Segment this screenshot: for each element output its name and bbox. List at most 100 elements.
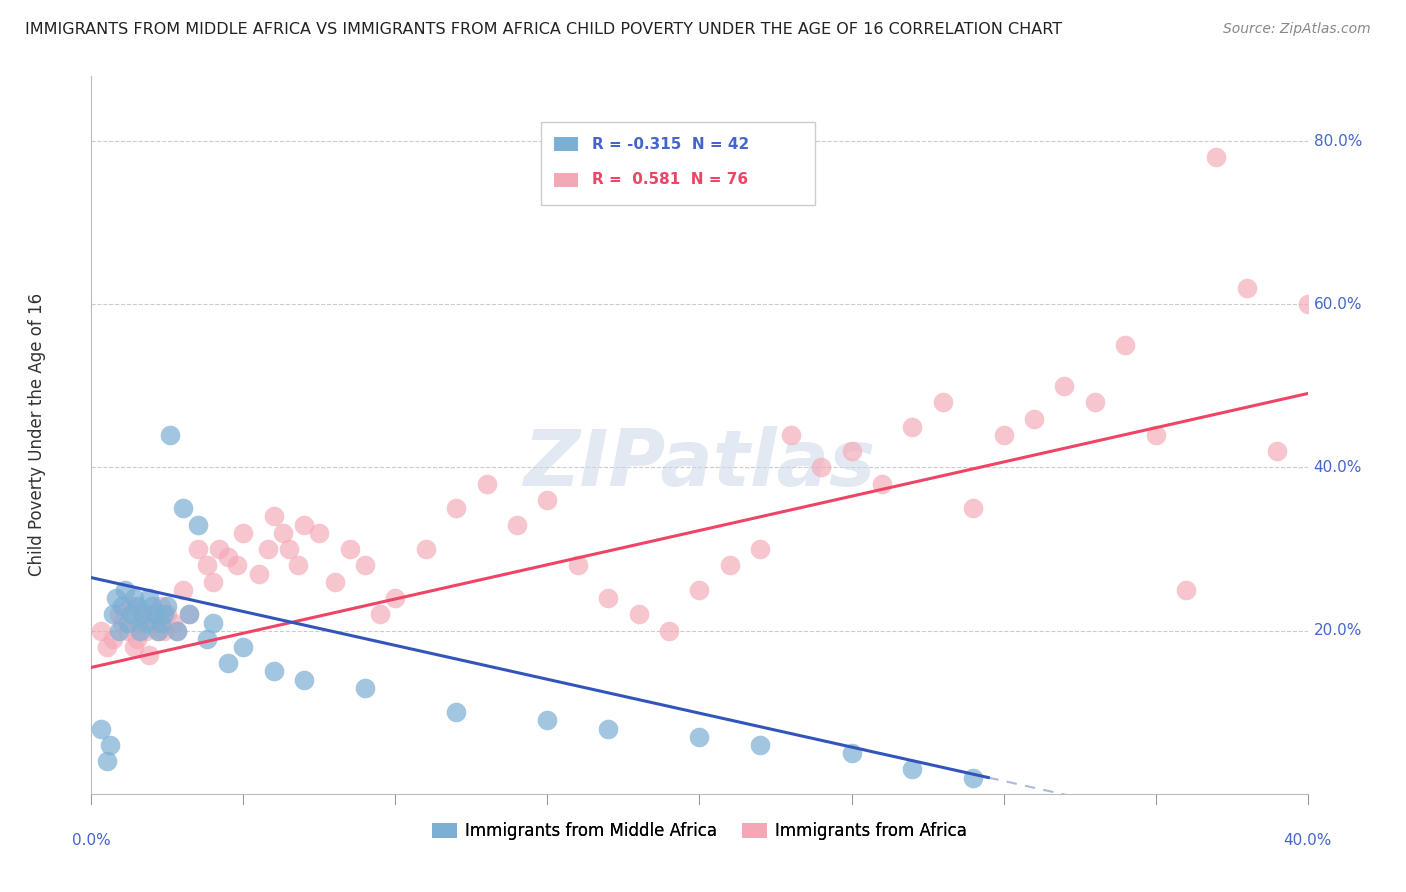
Text: 40.0%: 40.0% — [1284, 833, 1331, 848]
Point — [89, 624, 111, 638]
Point — [339, 542, 361, 557]
Point — [159, 427, 181, 442]
Point — [475, 476, 498, 491]
Point — [256, 542, 278, 557]
Point — [132, 607, 155, 622]
Point — [354, 681, 377, 695]
Point — [125, 599, 148, 614]
Text: 40.0%: 40.0% — [1313, 460, 1362, 475]
Point — [567, 558, 589, 573]
Point — [688, 730, 710, 744]
Point — [141, 599, 163, 614]
Point — [135, 624, 157, 638]
Point — [202, 574, 225, 589]
Point — [415, 542, 437, 557]
Point — [232, 640, 254, 654]
Point — [1327, 607, 1350, 622]
Point — [1205, 150, 1227, 164]
Point — [287, 558, 309, 573]
Text: Source: ZipAtlas.com: Source: ZipAtlas.com — [1223, 22, 1371, 37]
Point — [153, 624, 176, 638]
Point — [114, 582, 136, 597]
Point — [931, 395, 953, 409]
Point — [141, 607, 163, 622]
Point — [195, 632, 218, 646]
Point — [122, 591, 145, 605]
Text: 0.0%: 0.0% — [72, 833, 111, 848]
Point — [870, 476, 893, 491]
Point — [111, 599, 134, 614]
Text: IMMIGRANTS FROM MIDDLE AFRICA VS IMMIGRANTS FROM AFRICA CHILD POVERTY UNDER THE : IMMIGRANTS FROM MIDDLE AFRICA VS IMMIGRA… — [25, 22, 1063, 37]
Point — [107, 624, 129, 638]
Point — [122, 640, 145, 654]
Text: R = -0.315  N = 42: R = -0.315 N = 42 — [592, 136, 749, 152]
Point — [187, 542, 209, 557]
Point — [89, 722, 111, 736]
Point — [1236, 281, 1258, 295]
Point — [226, 558, 249, 573]
Point — [598, 591, 620, 605]
Point — [323, 574, 346, 589]
Point — [1388, 640, 1406, 654]
Point — [120, 607, 142, 622]
Point — [101, 632, 124, 646]
Point — [292, 673, 315, 687]
Point — [278, 542, 301, 557]
Point — [368, 607, 391, 622]
Point — [627, 607, 650, 622]
Point — [1053, 379, 1076, 393]
Point — [143, 615, 166, 630]
Legend: Immigrants from Middle Africa, Immigrants from Africa: Immigrants from Middle Africa, Immigrant… — [425, 815, 974, 847]
Point — [138, 648, 160, 662]
Point — [292, 517, 315, 532]
Point — [658, 624, 681, 638]
Point — [166, 624, 188, 638]
Point — [993, 427, 1015, 442]
Text: R =  0.581  N = 76: R = 0.581 N = 76 — [592, 172, 748, 187]
Point — [962, 501, 984, 516]
FancyBboxPatch shape — [541, 122, 815, 205]
Point — [536, 714, 558, 728]
Text: 20.0%: 20.0% — [1313, 624, 1362, 638]
Point — [96, 640, 118, 654]
Point — [150, 599, 173, 614]
Point — [208, 542, 231, 557]
Point — [263, 509, 285, 524]
Point — [1265, 444, 1288, 458]
Point — [153, 607, 176, 622]
Point — [841, 746, 863, 760]
Point — [263, 665, 285, 679]
Point — [117, 615, 139, 630]
Point — [1296, 297, 1319, 311]
Text: 80.0%: 80.0% — [1313, 134, 1362, 149]
Point — [1022, 411, 1045, 425]
Point — [96, 754, 118, 768]
Point — [384, 591, 406, 605]
Point — [111, 615, 134, 630]
Point — [177, 607, 200, 622]
Point — [202, 615, 225, 630]
Point — [232, 525, 254, 540]
Point — [841, 444, 863, 458]
Point — [749, 542, 772, 557]
Point — [187, 517, 209, 532]
Point — [810, 460, 832, 475]
Point — [271, 525, 294, 540]
Point — [156, 599, 179, 614]
Point — [148, 624, 170, 638]
Point — [132, 607, 155, 622]
Point — [101, 607, 124, 622]
Point — [217, 550, 239, 565]
Point — [143, 607, 166, 622]
Point — [962, 771, 984, 785]
Point — [901, 763, 924, 777]
Point — [162, 615, 184, 630]
Point — [148, 624, 170, 638]
Text: 60.0%: 60.0% — [1313, 297, 1362, 312]
FancyBboxPatch shape — [554, 136, 578, 152]
Point — [172, 501, 194, 516]
Point — [217, 657, 239, 671]
Point — [1144, 427, 1167, 442]
Point — [598, 722, 620, 736]
Point — [444, 706, 467, 720]
